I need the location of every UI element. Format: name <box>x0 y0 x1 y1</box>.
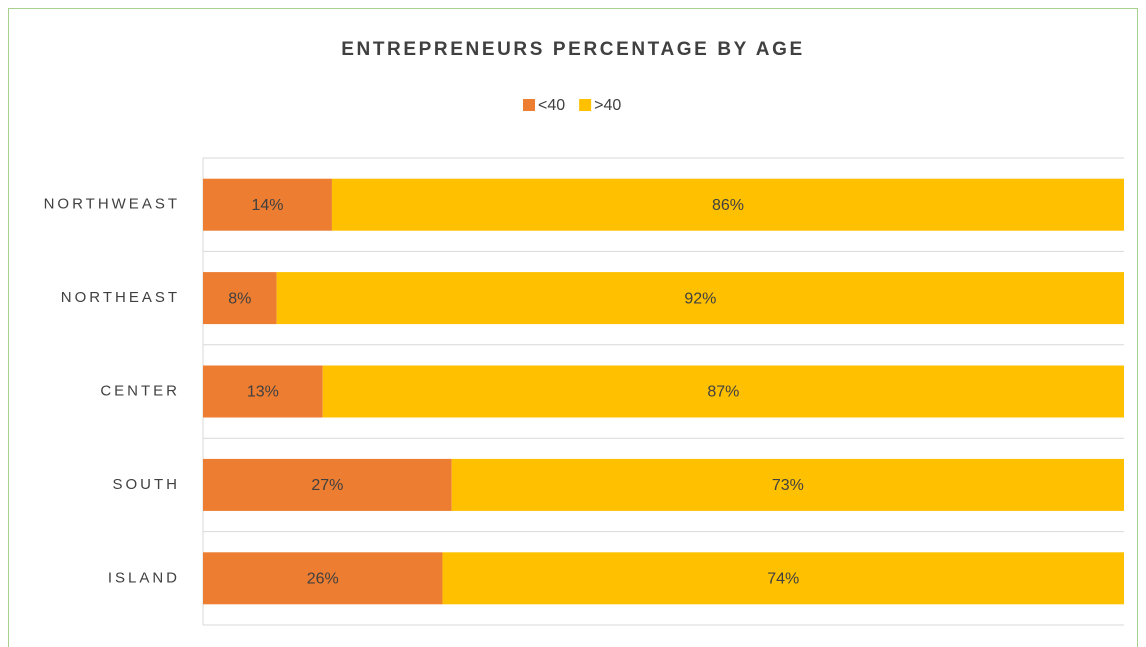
data-label: 86% <box>712 197 744 214</box>
legend-swatch <box>523 99 535 111</box>
y-tick-label: SOUTH <box>113 476 181 493</box>
bar-segment <box>203 178 332 231</box>
bar-segment <box>322 365 1125 418</box>
data-label: 87% <box>707 384 739 401</box>
chart-border <box>8 8 1138 647</box>
bar-segment <box>451 458 1124 511</box>
data-label: 13% <box>247 384 279 401</box>
y-tick-label: ISLAND <box>108 569 180 586</box>
bar-segment <box>203 552 443 605</box>
bar-segment <box>203 272 277 325</box>
y-tick-label: NORTHEAST <box>61 289 180 306</box>
bar-segment <box>203 365 323 418</box>
data-label: 73% <box>772 477 804 494</box>
bar-segment <box>203 458 452 511</box>
legend-label: <40 <box>538 97 565 114</box>
data-label: 26% <box>307 571 339 588</box>
legend-swatch <box>579 99 592 111</box>
y-tick-label: NORTHWEAST <box>44 196 180 213</box>
data-label: 74% <box>767 571 799 588</box>
data-label: 14% <box>251 197 283 214</box>
data-label: 8% <box>228 290 251 307</box>
bar-segment <box>276 272 1124 325</box>
bar-segment <box>442 552 1125 605</box>
y-tick-label: CENTER <box>100 382 180 399</box>
legend-label: >40 <box>594 97 621 114</box>
legend: <40 >40 <box>523 97 621 114</box>
data-label: 27% <box>311 477 343 494</box>
data-label: 92% <box>684 290 716 307</box>
bar-segment <box>331 178 1124 231</box>
chart-title: ENTREPRENEURS PERCENTAGE BY AGE <box>341 39 804 60</box>
